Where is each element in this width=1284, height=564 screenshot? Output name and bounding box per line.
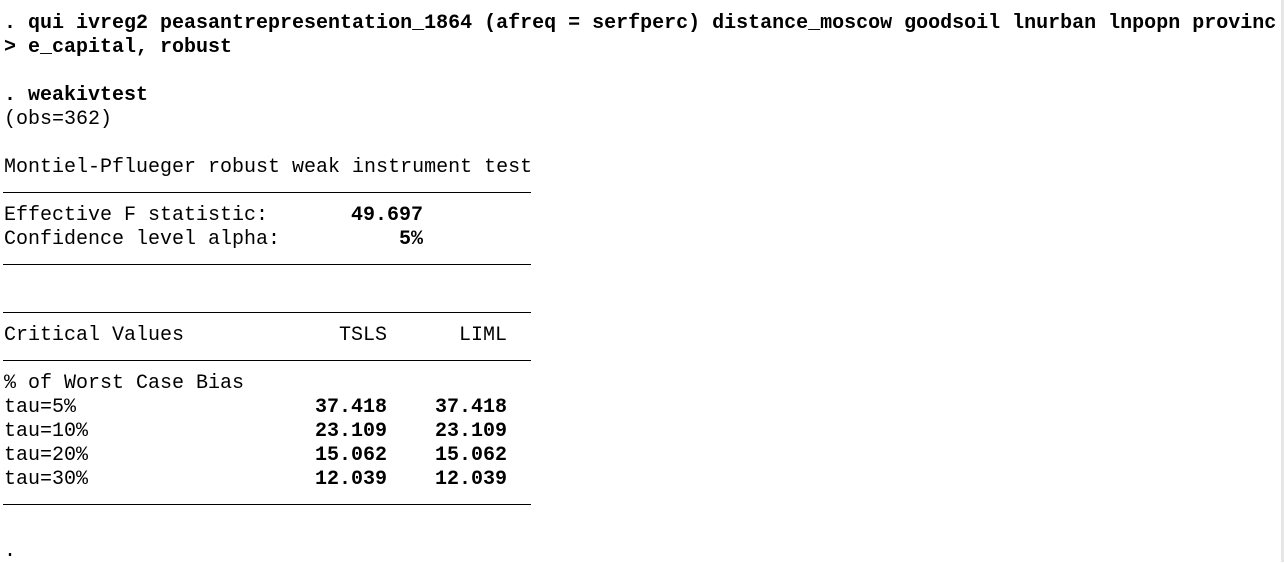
command-prompt[interactable]: . bbox=[4, 540, 17, 563]
row-tsls-value: 37.418 bbox=[314, 396, 387, 419]
row-tsls-value: 15.062 bbox=[314, 444, 387, 467]
command-line-1: . qui ivreg2 peasantrepresentation_1864 … bbox=[4, 12, 1277, 35]
alpha-label: Confidence level alpha: bbox=[4, 228, 281, 251]
row-liml-value: 15.062 bbox=[434, 444, 507, 467]
row-label: tau=30% bbox=[4, 468, 89, 491]
divider-top bbox=[3, 192, 531, 193]
row-label: tau=5% bbox=[4, 396, 77, 419]
command-line-2: > e_capital, robust bbox=[4, 36, 233, 59]
row-liml-value: 23.109 bbox=[434, 420, 507, 443]
row-tsls-value: 23.109 bbox=[314, 420, 387, 443]
effective-f-value: 49.697 bbox=[350, 204, 423, 227]
alpha-value: 5% bbox=[398, 228, 423, 251]
row-liml-value: 12.039 bbox=[434, 468, 507, 491]
column-header-liml: LIML bbox=[458, 324, 507, 347]
row-tsls-value: 12.039 bbox=[314, 468, 387, 491]
weakivtest-command: . weakivtest bbox=[4, 84, 149, 107]
divider-cv-bottom bbox=[3, 504, 531, 505]
critical-values-header: Critical Values bbox=[4, 324, 185, 347]
column-header-tsls: TSLS bbox=[338, 324, 387, 347]
worst-case-bias-subheader: % of Worst Case Bias bbox=[4, 372, 245, 395]
divider-cv-top bbox=[3, 312, 531, 313]
obs-count: (obs=362) bbox=[4, 108, 113, 131]
row-liml-value: 37.418 bbox=[434, 396, 507, 419]
row-label: tau=10% bbox=[4, 420, 89, 443]
divider-stats-bottom bbox=[3, 264, 531, 265]
test-title: Montiel-Pflueger robust weak instrument … bbox=[4, 156, 533, 179]
vertical-scrollbar[interactable] bbox=[1281, 0, 1284, 562]
effective-f-label: Effective F statistic: bbox=[4, 204, 269, 227]
row-label: tau=20% bbox=[4, 444, 89, 467]
divider-cv-header bbox=[3, 360, 531, 361]
